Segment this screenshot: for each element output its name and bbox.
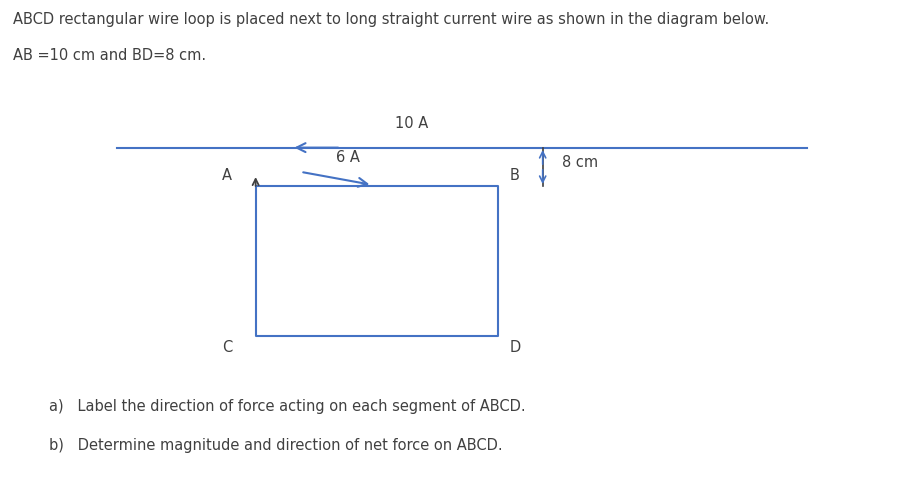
Text: AB =10 cm and BD=8 cm.: AB =10 cm and BD=8 cm. [13, 48, 206, 63]
Text: A: A [222, 168, 232, 183]
Text: 6 A: 6 A [336, 150, 361, 165]
Text: a)   Label the direction of force acting on each segment of ABCD.: a) Label the direction of force acting o… [49, 399, 526, 414]
Text: D: D [509, 340, 521, 354]
Text: 8 cm: 8 cm [562, 155, 598, 169]
Text: C: C [222, 340, 232, 354]
Text: b)   Determine magnitude and direction of net force on ABCD.: b) Determine magnitude and direction of … [49, 438, 503, 453]
Text: 10 A: 10 A [395, 116, 428, 131]
Text: ABCD rectangular wire loop is placed next to long straight current wire as shown: ABCD rectangular wire loop is placed nex… [13, 12, 770, 27]
Text: B: B [509, 168, 519, 183]
